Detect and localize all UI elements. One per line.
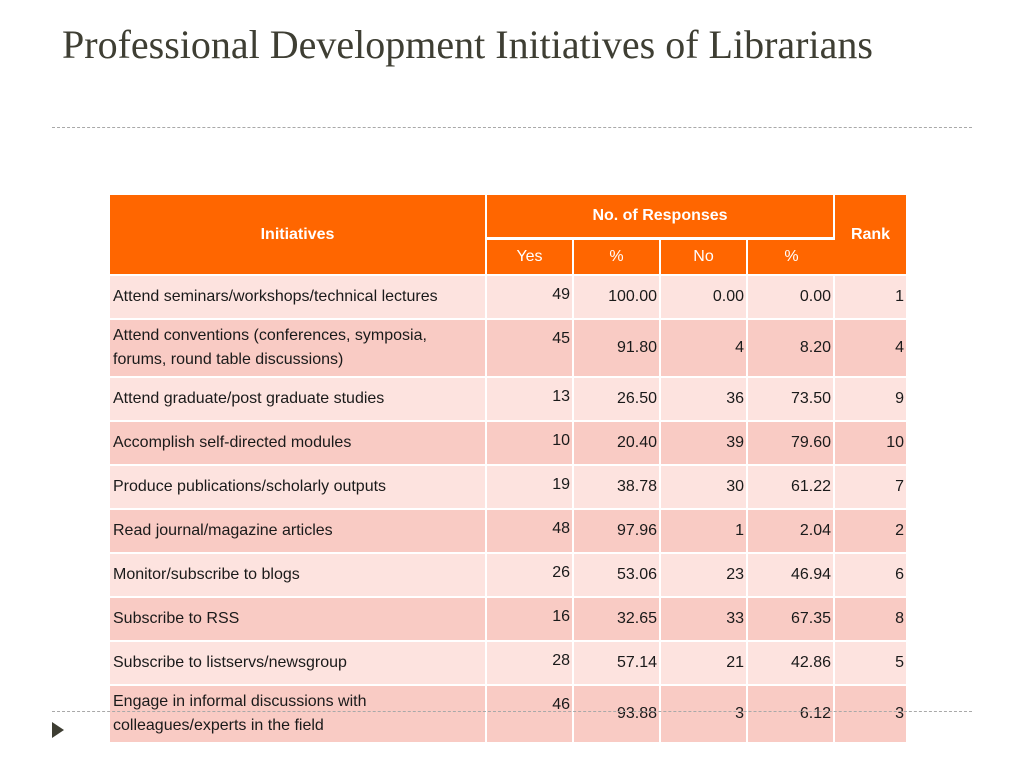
yes-percent-cell: 26.50 [574,376,661,420]
header-rank: Rank [835,195,907,274]
yes-percent-cell: 97.96 [574,508,661,552]
initiative-cell: Attend seminars/workshops/technical lect… [110,274,487,318]
rank-cell: 1 [835,274,907,318]
table-row: Produce publications/scholarly outputs 1… [110,464,907,508]
initiative-cell: Read journal/magazine articles [110,508,487,552]
table-row: Subscribe to RSS 16 32.65 33 67.35 8 [110,596,907,640]
yes-count-cell: 46 [487,684,574,742]
no-percent-cell: 0.00 [748,274,836,318]
no-percent-cell: 6.12 [748,684,836,742]
play-arrow-icon [52,722,64,738]
no-percent-cell: 2.04 [748,508,836,552]
top-divider [52,127,972,128]
table-row: Read journal/magazine articles 48 97.96 … [110,508,907,552]
initiatives-table: Initiatives No. of Responses Rank Yes % … [110,195,907,742]
no-percent-cell: 67.35 [748,596,836,640]
no-percent-cell: 61.22 [748,464,836,508]
no-percent-cell: 42.86 [748,640,836,684]
no-count-cell: 0.00 [661,274,748,318]
initiative-cell: Accomplish self-directed modules [110,420,487,464]
yes-percent-cell: 20.40 [574,420,661,464]
yes-count-cell: 26 [487,552,574,596]
rank-cell: 5 [835,640,907,684]
table-row: Attend seminars/workshops/technical lect… [110,274,907,318]
yes-count-cell: 16 [487,596,574,640]
table-row: Accomplish self-directed modules 10 20.4… [110,420,907,464]
no-count-cell: 36 [661,376,748,420]
rank-cell: 7 [835,464,907,508]
no-percent-cell: 46.94 [748,552,836,596]
initiative-cell: Engage in informal discussions with coll… [110,684,487,742]
initiative-cell: Attend graduate/post graduate studies [110,376,487,420]
table-row: Attend graduate/post graduate studies 13… [110,376,907,420]
initiative-cell: Subscribe to RSS [110,596,487,640]
yes-count-cell: 28 [487,640,574,684]
rank-cell: 2 [835,508,907,552]
header-initiatives: Initiatives [110,195,487,274]
yes-percent-cell: 32.65 [574,596,661,640]
yes-percent-cell: 53.06 [574,552,661,596]
table-row: Attend conventions (conferences, symposi… [110,318,907,376]
header-no-percent: % [748,237,836,274]
no-count-cell: 30 [661,464,748,508]
initiative-cell: Attend conventions (conferences, symposi… [110,318,487,376]
yes-percent-cell: 100.00 [574,274,661,318]
yes-percent-cell: 93.88 [574,684,661,742]
no-count-cell: 3 [661,684,748,742]
no-percent-cell: 8.20 [748,318,836,376]
initiative-cell: Produce publications/scholarly outputs [110,464,487,508]
slide-title: Professional Development Initiatives of … [62,22,873,67]
no-count-cell: 21 [661,640,748,684]
yes-count-cell: 49 [487,274,574,318]
no-count-cell: 4 [661,318,748,376]
rank-cell: 9 [835,376,907,420]
no-count-cell: 39 [661,420,748,464]
no-percent-cell: 79.60 [748,420,836,464]
no-count-cell: 33 [661,596,748,640]
rank-cell: 8 [835,596,907,640]
rank-cell: 3 [835,684,907,742]
yes-count-cell: 48 [487,508,574,552]
yes-percent-cell: 57.14 [574,640,661,684]
table-row: Subscribe to listservs/newsgroup 28 57.1… [110,640,907,684]
table-row: Engage in informal discussions with coll… [110,684,907,742]
header-no: No [661,237,748,274]
rank-cell: 6 [835,552,907,596]
no-count-cell: 1 [661,508,748,552]
yes-count-cell: 19 [487,464,574,508]
yes-percent-cell: 38.78 [574,464,661,508]
yes-count-cell: 45 [487,318,574,376]
no-count-cell: 23 [661,552,748,596]
header-yes: Yes [487,237,574,274]
header-yes-percent: % [574,237,661,274]
initiative-cell: Monitor/subscribe to blogs [110,552,487,596]
yes-count-cell: 13 [487,376,574,420]
yes-count-cell: 10 [487,420,574,464]
header-responses: No. of Responses [487,195,836,237]
initiative-cell: Subscribe to listservs/newsgroup [110,640,487,684]
table-row: Monitor/subscribe to blogs 26 53.06 23 4… [110,552,907,596]
bottom-divider [52,711,972,712]
rank-cell: 4 [835,318,907,376]
rank-cell: 10 [835,420,907,464]
no-percent-cell: 73.50 [748,376,836,420]
yes-percent-cell: 91.80 [574,318,661,376]
